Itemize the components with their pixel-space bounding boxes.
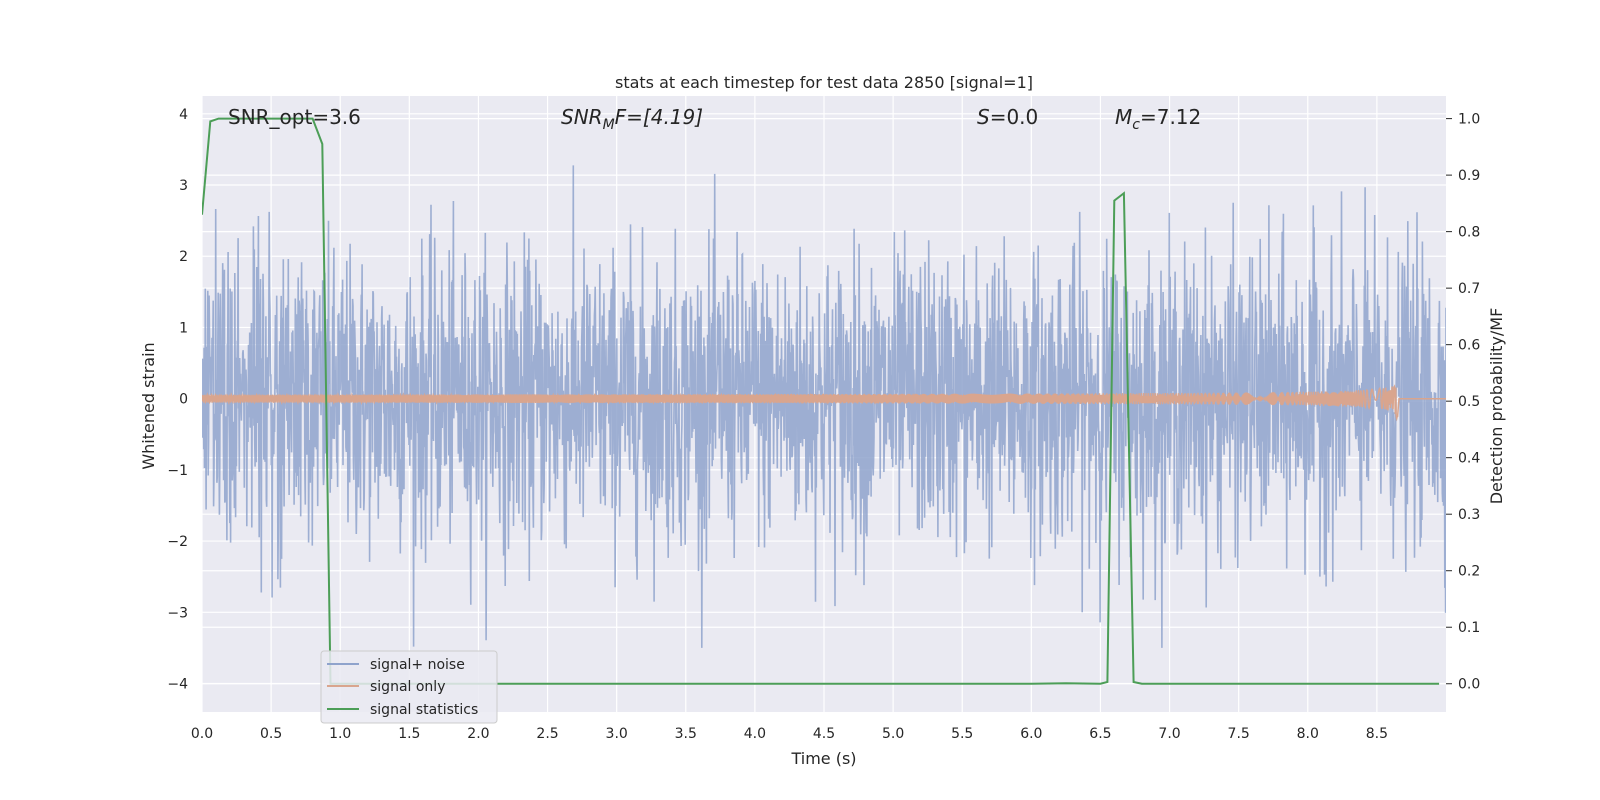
x-tick-label: 6.0	[1020, 726, 1042, 742]
y-tick-label-left: 0	[179, 392, 188, 408]
chart-title: stats at each timestep for test data 285…	[615, 73, 1033, 92]
y-tick-label-right: 0.6	[1458, 338, 1480, 354]
signal-only-path	[202, 384, 1446, 422]
x-tick-label: 7.5	[1228, 726, 1250, 742]
y-axis-right-label: Detection probability/MF	[1487, 308, 1506, 505]
signal-statistics-path	[202, 117, 1440, 685]
y-tick-label-right: 0.0	[1458, 677, 1480, 693]
y-tick-label-right: 0.1	[1458, 620, 1480, 636]
x-tick-label: 3.0	[606, 726, 628, 742]
y-tick-label-right: 0.8	[1458, 225, 1480, 241]
y-tick-label-right: 1.0	[1458, 112, 1480, 128]
y-tick-label-left: −4	[167, 677, 188, 693]
x-tick-label: 4.0	[744, 726, 766, 742]
mc-annotation: Mc=7.12	[1115, 105, 1201, 133]
y-tick-label-right: 0.3	[1458, 507, 1480, 523]
x-tick-label: 6.5	[1089, 726, 1111, 742]
y-tick-label-left: 1	[179, 320, 188, 336]
y-axis-right-ticks: 0.0 0.1 0.2 0.3 0.4 0.5 0.6 0.7 0.8 0.9 1.0	[1446, 112, 1480, 693]
x-tick-label: 3.5	[675, 726, 697, 742]
x-tick-label: 2.5	[536, 726, 558, 742]
signal-statistics-series	[202, 117, 1440, 685]
y-tick-label-left: 4	[179, 107, 188, 123]
legend-label-signal: signal only	[370, 679, 445, 695]
y-tick-label-right: 0.5	[1458, 394, 1480, 410]
x-tick-label: 1.5	[398, 726, 420, 742]
legend-label-statistics: signal statistics	[370, 702, 478, 718]
y-tick-label-right: 0.9	[1458, 168, 1480, 184]
y-tick-label-right: 0.2	[1458, 564, 1480, 580]
x-axis-ticks: 0.0 0.5 1.0 1.5 2.0 2.5 3.0 3.5 4.0 4.5 5.0 5.5 6.0 6…	[191, 726, 1388, 742]
y-tick-label-left: −1	[167, 463, 188, 479]
y-tick-label-right: 0.7	[1458, 281, 1480, 297]
y-tick-label-right: 0.4	[1458, 451, 1480, 467]
legend-label-noise: signal+ noise	[370, 657, 465, 673]
x-tick-label: 0.5	[260, 726, 282, 742]
x-tick-label: 4.5	[813, 726, 835, 742]
legend: signal+ noise signal only signal statist…	[320, 650, 498, 724]
x-tick-label: 5.5	[951, 726, 973, 742]
x-tick-label: 0.0	[191, 726, 213, 742]
x-tick-label: 7.0	[1158, 726, 1180, 742]
signal-only-series	[202, 384, 1446, 422]
x-tick-label: 8.5	[1366, 726, 1388, 742]
snr-opt-annotation: SNR_opt=3.6	[228, 105, 361, 129]
x-tick-label: 5.0	[882, 726, 904, 742]
x-tick-label: 2.0	[467, 726, 489, 742]
x-tick-label: 8.0	[1297, 726, 1319, 742]
y-tick-label-left: 3	[179, 178, 188, 194]
y-tick-label-left: −2	[167, 534, 188, 550]
y-axis-left-label: Whitened strain	[139, 342, 158, 469]
y-tick-label-left: −3	[167, 605, 188, 621]
legend-box	[320, 650, 498, 724]
x-tick-label: 1.0	[329, 726, 351, 742]
x-axis-label: Time (s)	[790, 749, 856, 768]
snr-mf-annotation: SNRMF=[4.19]	[561, 105, 703, 133]
y-axis-left-ticks: −4 −3 −2 −1 0 1 2 3 4	[167, 107, 188, 693]
s-annotation: S=0.0	[977, 105, 1038, 129]
y-tick-label-left: 2	[179, 249, 188, 265]
